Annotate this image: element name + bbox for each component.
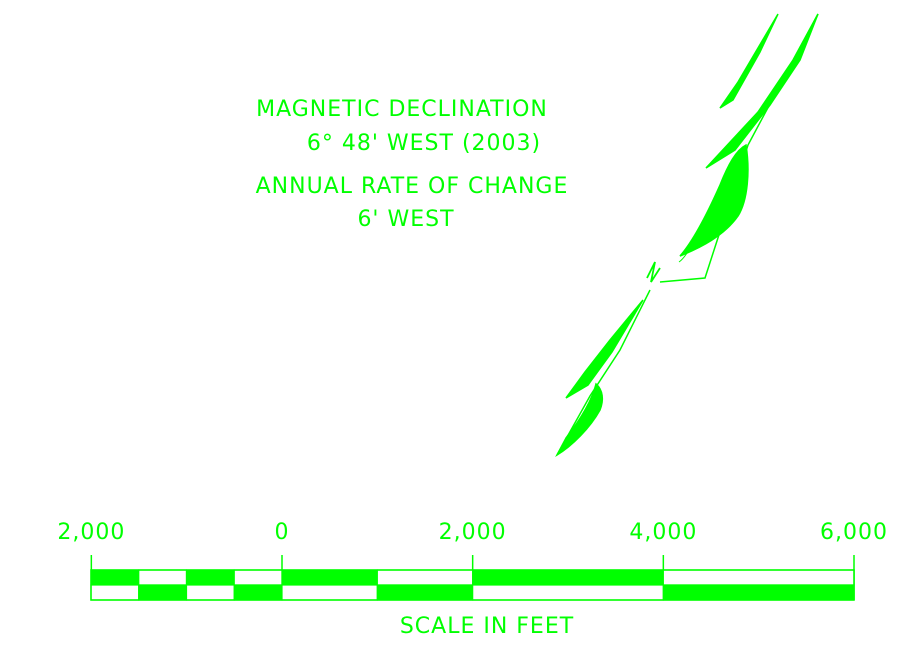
south-barb-left-icon xyxy=(565,299,644,399)
scale-segment xyxy=(662,569,855,586)
south-tail-fill xyxy=(555,382,604,458)
scale-segment xyxy=(185,584,235,601)
scale-tick-labels: 2,000 0 2,000 4,000 6,000 xyxy=(57,520,888,545)
scale-segment xyxy=(472,584,664,601)
annual-change-title: ANNUAL RATE OF CHANGE xyxy=(256,174,569,199)
scale-tick-label: 2,000 xyxy=(439,520,507,545)
scale-segment xyxy=(233,584,283,601)
scale-tick-label: 0 xyxy=(275,520,290,545)
needle-body-hollow xyxy=(678,149,741,263)
scale-tick-label: 6,000 xyxy=(820,520,888,545)
scale-segment xyxy=(90,584,140,601)
declination-title: MAGNETIC DECLINATION xyxy=(256,97,548,122)
scale-bar-border xyxy=(90,569,855,601)
scale-segment xyxy=(138,584,188,601)
scale-segment xyxy=(281,569,378,586)
n-letter-icon xyxy=(646,261,661,283)
scale-tick-label: 4,000 xyxy=(629,520,697,545)
annual-change-value: 6' WEST xyxy=(357,207,454,232)
scale-segment xyxy=(376,569,474,586)
south-needle-shaft xyxy=(556,289,651,456)
scale-segment xyxy=(233,569,283,586)
scale-bar-graphic xyxy=(90,555,855,601)
north-arrow-icon xyxy=(555,13,819,458)
magnetic-north-barb-icon xyxy=(705,13,819,169)
scale-tick-label: 2,000 xyxy=(57,520,125,545)
scale-segment xyxy=(90,569,140,586)
declination-note: MAGNETIC DECLINATION 6° 48' WEST (2003) … xyxy=(256,97,569,232)
scale-segment xyxy=(281,584,378,601)
north-needle-outline xyxy=(659,13,819,283)
scale-segment xyxy=(138,569,188,586)
scale-bar: 2,000 0 2,000 4,000 6,000 SCALE IN FEET xyxy=(57,520,888,639)
scale-segment xyxy=(376,584,474,601)
scale-title: SCALE IN FEET xyxy=(400,614,574,639)
declination-value: 6° 48' WEST (2003) xyxy=(307,131,541,156)
scale-segment xyxy=(185,569,235,586)
scale-segment xyxy=(662,584,855,601)
scale-segment xyxy=(472,569,664,586)
true-north-barb-icon xyxy=(719,13,779,109)
